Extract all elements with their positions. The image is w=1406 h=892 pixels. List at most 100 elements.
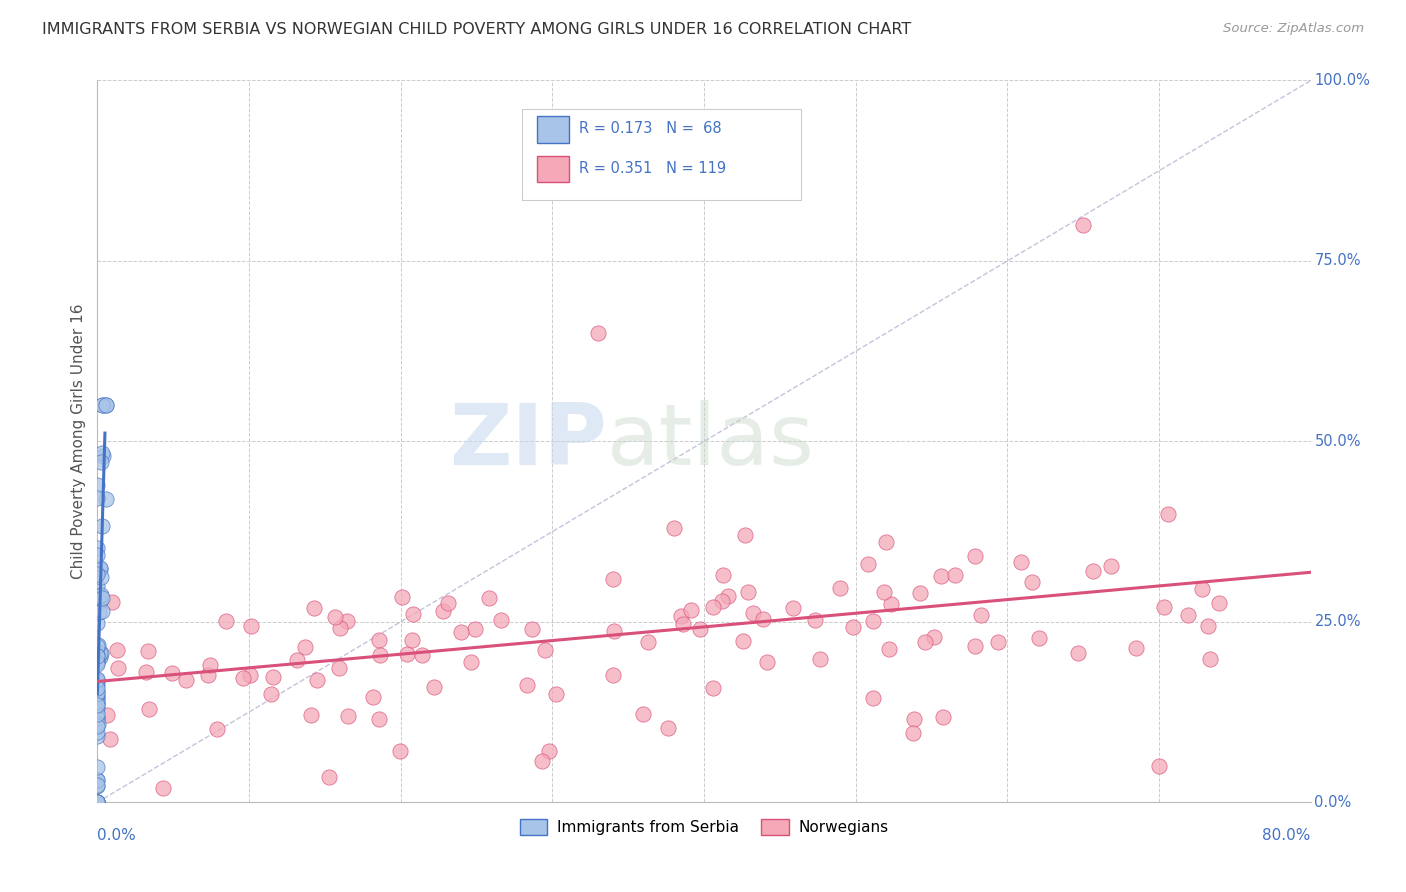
Point	[1157, 507, 1180, 521]
Point	[215, 614, 238, 628]
Text: 0.0%: 0.0%	[1315, 795, 1351, 810]
Point	[86, 657, 108, 672]
Point	[389, 744, 412, 758]
Point	[862, 614, 884, 628]
Point	[450, 625, 472, 640]
Point	[1177, 608, 1199, 623]
Point	[637, 635, 659, 649]
Point	[86, 778, 108, 792]
Point	[922, 630, 945, 644]
Point	[89, 646, 111, 660]
Text: 75.0%: 75.0%	[1315, 253, 1361, 268]
Point	[94, 492, 117, 507]
Point	[260, 687, 283, 701]
Point	[679, 603, 702, 617]
Point	[105, 642, 128, 657]
Text: 25.0%: 25.0%	[1315, 615, 1361, 630]
Point	[86, 760, 108, 774]
Point	[86, 795, 108, 809]
Point	[872, 584, 894, 599]
Point	[1071, 218, 1094, 232]
Point	[328, 661, 350, 675]
Point	[91, 446, 114, 460]
Point	[880, 597, 903, 611]
Point	[602, 572, 624, 586]
Point	[90, 455, 112, 469]
Point	[737, 585, 759, 599]
Point	[86, 691, 108, 706]
Point	[240, 619, 263, 633]
Point	[631, 706, 654, 721]
Point	[741, 606, 763, 620]
Text: 50.0%: 50.0%	[1315, 434, 1361, 449]
Point	[86, 541, 108, 555]
Point	[323, 610, 346, 624]
Point	[86, 698, 108, 712]
Point	[368, 648, 391, 662]
Point	[908, 586, 931, 600]
Point	[538, 743, 561, 757]
Point	[531, 754, 554, 768]
Point	[86, 695, 108, 709]
Point	[86, 648, 108, 663]
Point	[87, 606, 110, 620]
Point	[432, 604, 454, 618]
Point	[401, 607, 423, 621]
Point	[86, 687, 108, 701]
Point	[1191, 582, 1213, 597]
Point	[752, 612, 775, 626]
Point	[754, 167, 776, 181]
Point	[1067, 646, 1090, 660]
Point	[86, 639, 108, 653]
Point	[89, 594, 111, 608]
Point	[423, 681, 446, 695]
Point	[478, 591, 501, 606]
Point	[965, 639, 987, 653]
Text: R = 0.351   N = 119: R = 0.351 N = 119	[579, 161, 727, 176]
Point	[101, 595, 124, 609]
Point	[367, 632, 389, 647]
Point	[534, 643, 557, 657]
Point	[86, 719, 108, 733]
Point	[86, 779, 108, 793]
Point	[86, 707, 108, 722]
Point	[86, 477, 108, 491]
Point	[152, 780, 174, 795]
Point	[91, 449, 114, 463]
FancyBboxPatch shape	[522, 110, 801, 200]
Point	[672, 616, 695, 631]
Point	[689, 623, 711, 637]
Point	[1083, 564, 1105, 578]
FancyBboxPatch shape	[537, 116, 569, 143]
Point	[86, 674, 108, 689]
Point	[711, 568, 734, 582]
Text: atlas: atlas	[607, 400, 815, 483]
Point	[86, 673, 108, 688]
Point	[86, 672, 108, 686]
Point	[90, 603, 112, 617]
Point	[931, 710, 953, 724]
Point	[86, 711, 108, 725]
Point	[489, 614, 512, 628]
Point	[197, 668, 219, 682]
Point	[86, 690, 108, 705]
Point	[1197, 619, 1219, 633]
Point	[89, 562, 111, 576]
Point	[86, 678, 108, 692]
Point	[86, 700, 108, 714]
Point	[329, 621, 352, 635]
Point	[86, 681, 108, 696]
Point	[87, 589, 110, 603]
Point	[1099, 559, 1122, 574]
Point	[1208, 597, 1230, 611]
Point	[914, 635, 936, 649]
Point	[662, 521, 685, 535]
Point	[86, 772, 108, 787]
Point	[586, 326, 609, 340]
Point	[733, 634, 755, 648]
Point	[862, 691, 884, 706]
Point	[89, 650, 111, 665]
Text: 100.0%: 100.0%	[1315, 73, 1371, 88]
Point	[138, 702, 160, 716]
Point	[669, 609, 692, 624]
